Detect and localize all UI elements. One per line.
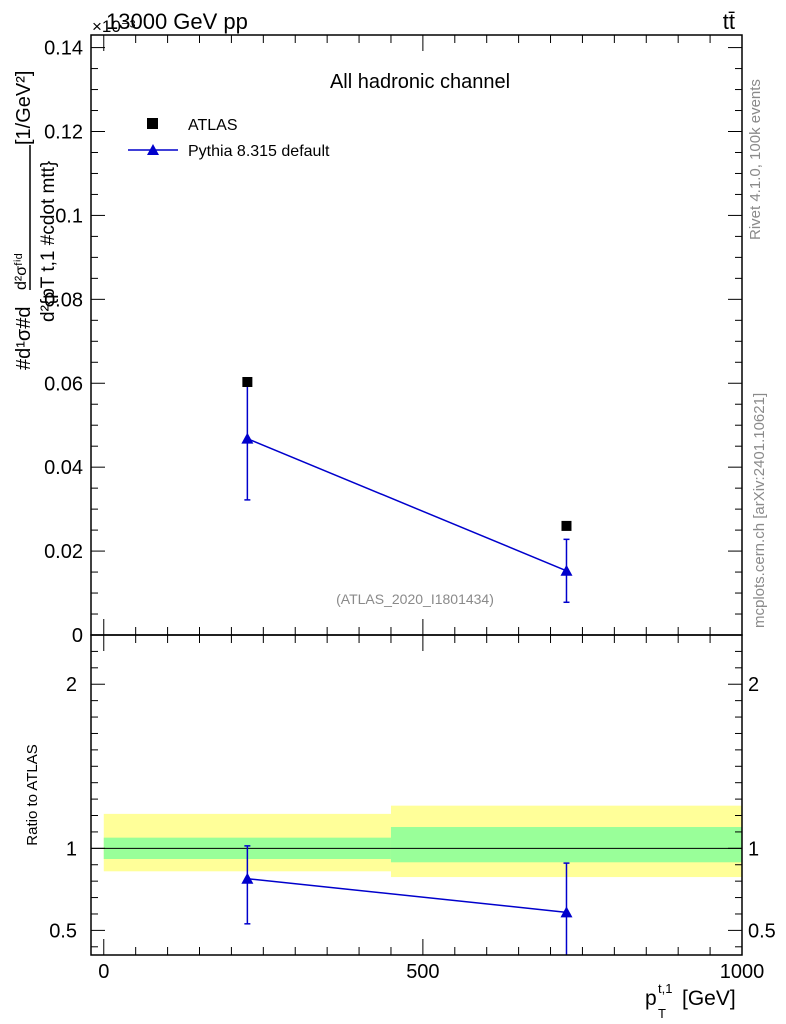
main-ytick-label: 0.1 <box>55 205 83 227</box>
legend-pythia-label: Pythia 8.315 default <box>188 143 330 160</box>
ratio-ytick-label-right: 0.5 <box>748 920 776 942</box>
ratio-pythia-line <box>247 877 567 914</box>
legend-pythia-marker <box>147 144 159 155</box>
ylabel-denominator: d²{pT t,1 #cdot mtt} <box>38 161 59 322</box>
ratio-ytick-label: 1 <box>66 838 77 860</box>
ratio-pythia-point <box>560 906 573 918</box>
main-ytick-label: 0.08 <box>44 289 83 311</box>
uncertainty-band-green <box>390 827 742 863</box>
ratio-ylabel: Ratio to ATLAS <box>24 744 41 845</box>
xlabel-superscript: t,1 <box>658 981 672 996</box>
main-ylabel: #d¹σ#d d²σᶠⁱᵈ d²{pT t,1 #cdot mtt} [1/Ge… <box>13 71 59 370</box>
ratio-ytick-label-right: 2 <box>748 674 759 696</box>
ratio-ytick-label: 0.5 <box>49 920 77 942</box>
pythia-point <box>560 564 573 576</box>
main-ytick-label: 0.04 <box>44 457 83 479</box>
analysis-watermark: (ATLAS_2020_I1801434) <box>336 591 494 607</box>
ratio-panel: 0.5 0.5 1 1 2 2 0 500 1000 <box>49 634 776 983</box>
xlabel-p: p <box>645 987 657 1010</box>
main-ytick-label: 0.14 <box>44 38 83 60</box>
legend-atlas-label: ATLAS <box>188 117 238 134</box>
atlas-point <box>242 376 253 387</box>
main-ytick-label: 0 <box>72 625 83 647</box>
ylabel-dsigma: d²σᶠⁱᵈ <box>13 253 30 290</box>
process-label: tt̄ <box>723 9 735 34</box>
legend-atlas-marker <box>147 118 158 129</box>
pythia-line <box>247 437 567 572</box>
ratio-pythia-point <box>241 872 254 884</box>
chart-title: All hadronic channel <box>330 71 510 93</box>
ratio-ytick-label-right: 1 <box>748 838 759 860</box>
main-ytick-label: 0.06 <box>44 373 83 395</box>
ratio-ytick-label: 2 <box>66 674 77 696</box>
xlabel-unit: [GeV] <box>682 987 736 1010</box>
main-ytick-label: 0.12 <box>44 122 83 144</box>
rivet-label: Rivet 4.1.0, 100k events <box>747 79 764 240</box>
x-axis-label: p t,1 T [GeV] <box>645 981 736 1021</box>
exponent-label: ×10⁻³ <box>92 17 136 36</box>
ylabel-units: [1/GeV²] <box>13 71 35 145</box>
xtick-label: 0 <box>98 961 109 983</box>
energy-label: 13000 GeV pp <box>106 9 248 34</box>
pythia-point <box>241 432 254 444</box>
legend: ATLAS Pythia 8.315 default <box>128 117 330 160</box>
atlas-point <box>561 520 572 531</box>
ratio-frame <box>90 634 743 956</box>
main-ytick-label: 0.02 <box>44 541 83 563</box>
mcplots-label: mcplots.cern.ch [arXiv:2401.10621] <box>751 393 768 628</box>
xtick-label: 1000 <box>720 961 765 983</box>
xtick-label: 500 <box>406 961 439 983</box>
ylabel-fraction: #d¹σ#d <box>13 307 35 371</box>
xlabel-subscript: T <box>658 1006 666 1021</box>
